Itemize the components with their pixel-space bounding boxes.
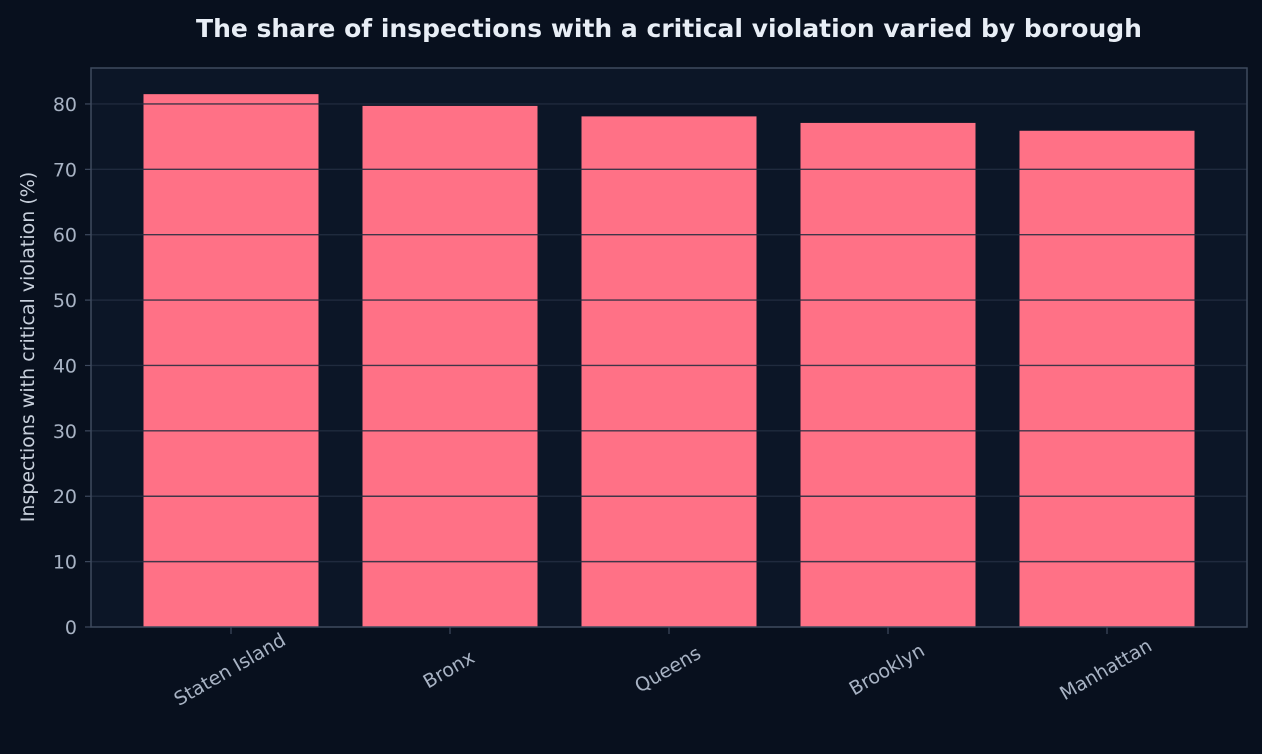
y-axis-label: Inspections with critical violation (%): [17, 172, 39, 522]
bar-queens: [581, 116, 757, 627]
x-tick-label: Bronx: [420, 646, 479, 693]
x-tick-label: Manhattan: [1056, 635, 1156, 705]
y-tick-label: 10: [53, 552, 77, 574]
x-tick-label: Staten Island: [170, 629, 289, 711]
y-tick-label: 70: [53, 159, 77, 181]
y-tick-label: 80: [53, 94, 77, 116]
grid-lines-over-bars: [91, 103, 1247, 563]
y-tick-label: 0: [65, 617, 77, 639]
y-tick-label: 30: [53, 421, 77, 443]
y-tick-label: 40: [53, 355, 77, 377]
y-tick-label: 20: [53, 486, 77, 508]
bar-bronx: [362, 105, 538, 627]
bar-manhattan: [1019, 130, 1195, 628]
y-tick-label: 60: [53, 225, 77, 247]
x-axis-ticks: Staten Island Bronx Queens Brooklyn Manhatta…: [170, 627, 1156, 711]
bar-brooklyn: [800, 122, 976, 627]
bar-staten-island: [143, 94, 319, 628]
x-tick-label: Queens: [631, 642, 705, 697]
y-tick-label: 50: [53, 290, 77, 312]
y-axis-ticks: 0 10 20 30 40 50 60 70 80: [53, 94, 91, 639]
x-tick-label: Brooklyn: [845, 639, 928, 700]
bars: [143, 94, 1195, 628]
chart-title: The share of inspections with a critical…: [196, 14, 1142, 43]
